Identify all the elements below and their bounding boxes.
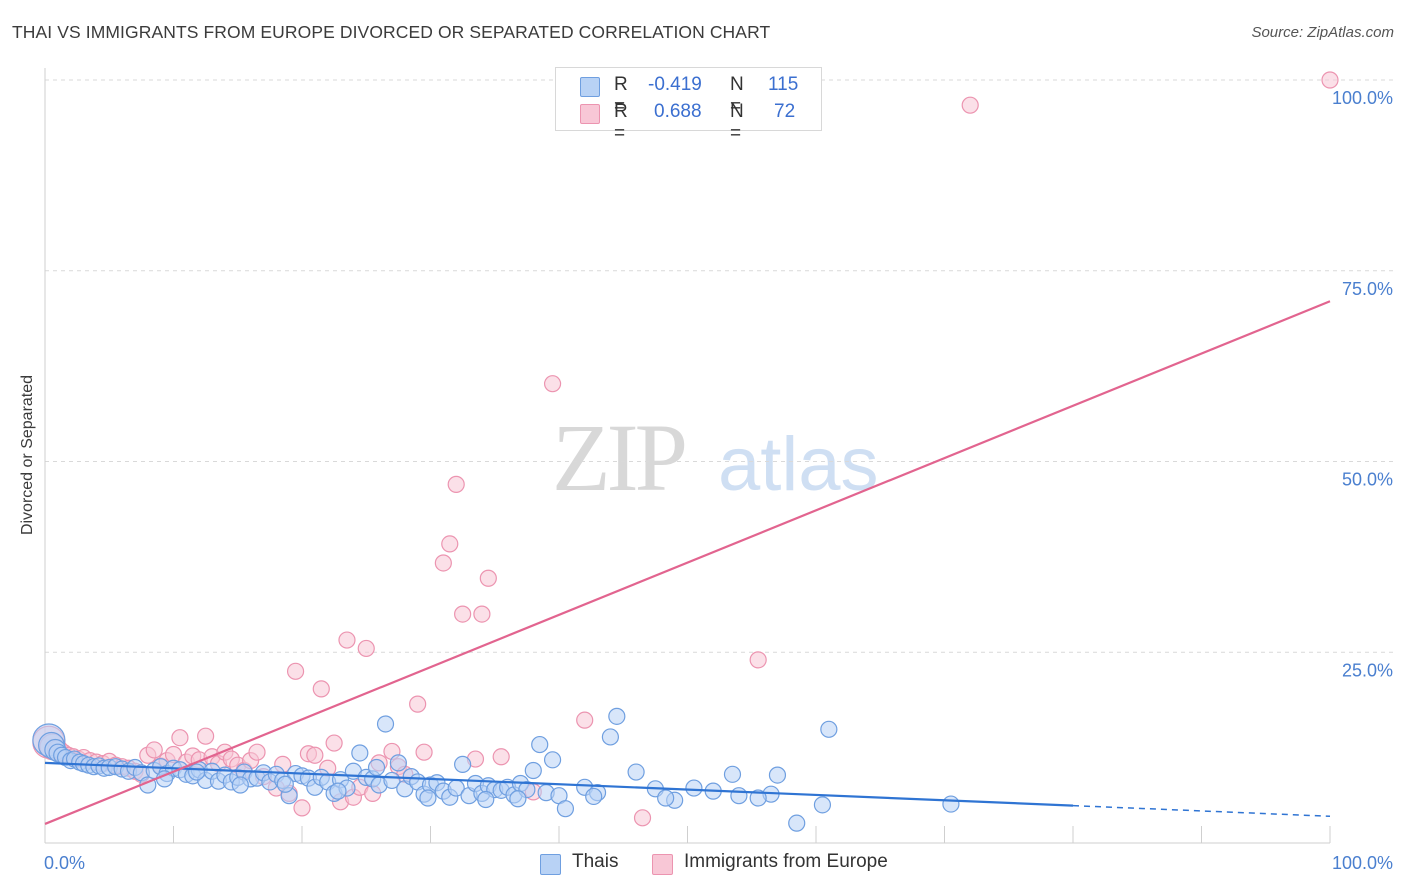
data-point [509,790,527,808]
legend-r-value: -0.419 [648,74,702,95]
data-point [633,809,652,827]
data-point [531,735,549,754]
y-tick-label: 100.0% [1332,88,1393,108]
data-point [286,662,305,680]
data-point [788,814,806,832]
data-point [197,727,215,745]
data-point [389,754,407,772]
data-point [145,741,163,759]
data-point [730,787,748,805]
data-point [376,715,395,733]
data-point [1321,71,1339,89]
data-point [749,651,767,669]
data-point [477,790,495,809]
data-point [231,776,249,794]
data-point [441,535,459,553]
chart-title: THAI VS IMMIGRANTS FROM EUROPE DIVORCED … [12,22,771,42]
watermark-atlas: atlas [718,422,879,507]
data-point [338,631,356,649]
legend-swatch-immigrants [580,104,600,124]
data-point [768,766,787,784]
correlation-legend: R = -0.419 N = 115 R = 0.688 N = 72 [555,67,822,144]
thais-trend-line-extrapolated [1072,804,1331,818]
data-point [473,605,491,623]
data-point [543,375,562,393]
legend-r-label: R = [614,74,628,117]
thais-trend-line [44,761,1074,807]
legend-swatch-thais [580,77,600,97]
gridlines [45,79,1395,653]
data-point [627,763,645,781]
data-point [248,743,266,761]
legend-n-label: N = [730,74,744,117]
data-point [434,554,452,572]
data-point [585,787,603,806]
data-point [351,744,369,762]
data-point [415,743,433,761]
x-tick-label-max: 100.0% [1332,853,1393,873]
data-point [576,711,594,729]
legend-n-label: N = [730,101,744,144]
axes [44,68,1331,844]
data-point [492,748,510,766]
bottom-legend-label-immigrants: Immigrants from Europe [684,851,888,872]
y-tick-label: 75.0% [1342,279,1393,299]
data-point [447,475,465,493]
legend-n-value: 72 [774,101,796,122]
data-point [657,789,675,807]
data-point [276,775,294,793]
data-point [479,569,497,587]
x-tick-label-min: 0.0% [44,853,85,873]
legend-n-value: 115 [768,74,799,95]
trend-lines [44,300,1331,825]
data-point [556,800,575,818]
bottom-legend-swatch-thais [540,854,561,875]
data-point [723,765,742,783]
y-tick-label: 25.0% [1342,660,1393,680]
data-point [608,707,626,725]
data-point [293,799,311,817]
immigrants-trend-line [44,300,1331,825]
immigrants-from-europe-points [32,71,1339,827]
data-point [749,789,767,807]
data-point [171,729,189,747]
data-point [188,763,206,781]
data-point [820,720,838,738]
bottom-legend-label-thais: Thais [572,851,619,872]
data-point [454,755,472,774]
y-tick-label: 50.0% [1342,470,1393,490]
data-point [813,796,832,814]
data-point [942,795,960,813]
legend-r-label: R = [614,101,628,144]
data-point [601,728,620,746]
data-point [306,746,324,764]
data-point [329,782,347,800]
bottom-legend-swatch-immigrants [652,854,673,875]
tick-labels: 25.0% 50.0% 75.0% 100.0% 0.0% 100.0% [44,88,1393,873]
source-label: Source: ZipAtlas.com [1251,24,1394,41]
legend-r-value: 0.688 [654,101,702,122]
watermark: ZIP atlas [552,404,879,511]
data-point [961,96,979,114]
data-point [419,789,437,807]
data-point [325,734,343,752]
data-point [367,758,386,777]
data-point [357,639,375,658]
watermark-zip: ZIP [552,404,685,511]
data-point [409,695,427,713]
data-point [543,751,562,769]
thais-points [32,707,960,832]
data-point [524,761,542,780]
data-point [312,680,330,698]
data-point [454,605,472,623]
data-point [685,779,703,797]
